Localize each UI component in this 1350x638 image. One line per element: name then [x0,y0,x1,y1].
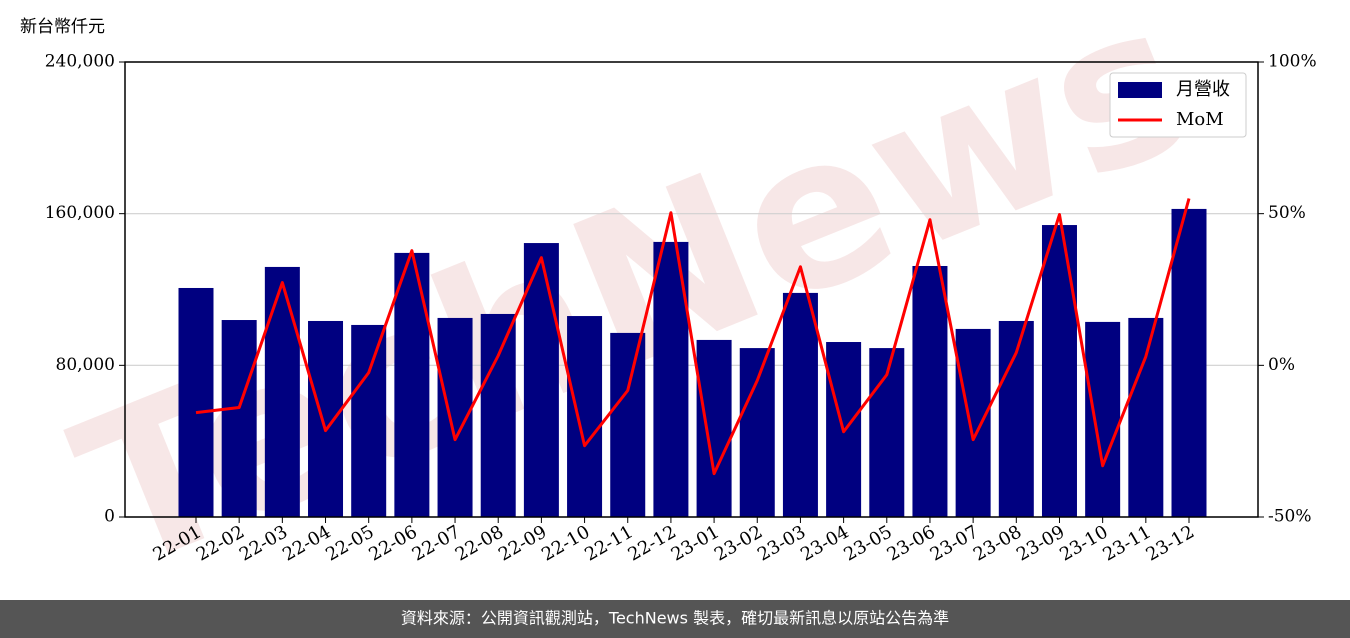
legend-label: MoM [1176,109,1224,130]
legend-label: 月營收 [1176,79,1230,100]
x-tick-label: 22-11 [581,521,636,565]
x-tick-label: 23-05 [840,521,895,565]
y2-tick-label: 50% [1268,203,1306,223]
plot-frame [124,61,1259,518]
footer-bar [0,600,1350,638]
bar [480,313,516,517]
x-tick-label: 23-08 [970,521,1025,565]
y2-tick-label: -50% [1268,507,1312,527]
x-tick-label: 23-04 [797,521,852,565]
bar [610,332,646,517]
x-tick-label: 23-10 [1056,521,1111,565]
bar [696,339,732,517]
bar [308,320,344,517]
y-tick-label: 80,000 [56,355,115,375]
y-tick-label: 0 [104,507,115,527]
bar [1041,225,1077,517]
x-tick-label: 23-12 [1143,521,1198,565]
bar [1085,321,1121,517]
legend-swatch [1118,82,1162,98]
x-tick-label: 22-12 [624,521,679,565]
x-tick-label: 22-09 [495,521,550,565]
x-tick-label: 23-06 [884,521,939,565]
y2-tick-label: 0% [1268,355,1295,375]
y2-tick-label: 100% [1268,52,1317,72]
x-tick-label: 23-02 [711,521,766,565]
x-tick-label: 23-03 [754,521,809,565]
footer: 資料來源：公開資訊觀測站，TechNews 製表，確切最新訊息以原站公告為準 [401,609,949,628]
bar [912,265,948,517]
x-tick-label: 23-01 [668,521,723,565]
line [195,198,1191,476]
y-axis-label: 新台幣仟元 [20,17,105,37]
x-tick-label: 23-09 [1013,521,1068,565]
bar [1128,317,1164,517]
bar [178,287,214,517]
bar [221,320,257,517]
y-tick-label: 160,000 [45,203,115,223]
bar [567,316,603,517]
bar [739,348,775,517]
bar [955,328,991,517]
bar [523,243,559,518]
x-tick-label: 22-07 [409,521,464,565]
x-tick-label: 23-11 [1099,521,1154,565]
bar [264,266,300,517]
x-tick-label: 22-10 [538,521,593,565]
x-tick-label: 23-07 [927,521,982,565]
bar [1171,208,1207,518]
y-tick-label: 240,000 [45,52,115,72]
bar [394,252,430,518]
x-tick-label: 22-06 [365,521,420,565]
bar [782,292,818,517]
x-tick-label: 22-08 [452,521,507,565]
bar [351,324,387,517]
